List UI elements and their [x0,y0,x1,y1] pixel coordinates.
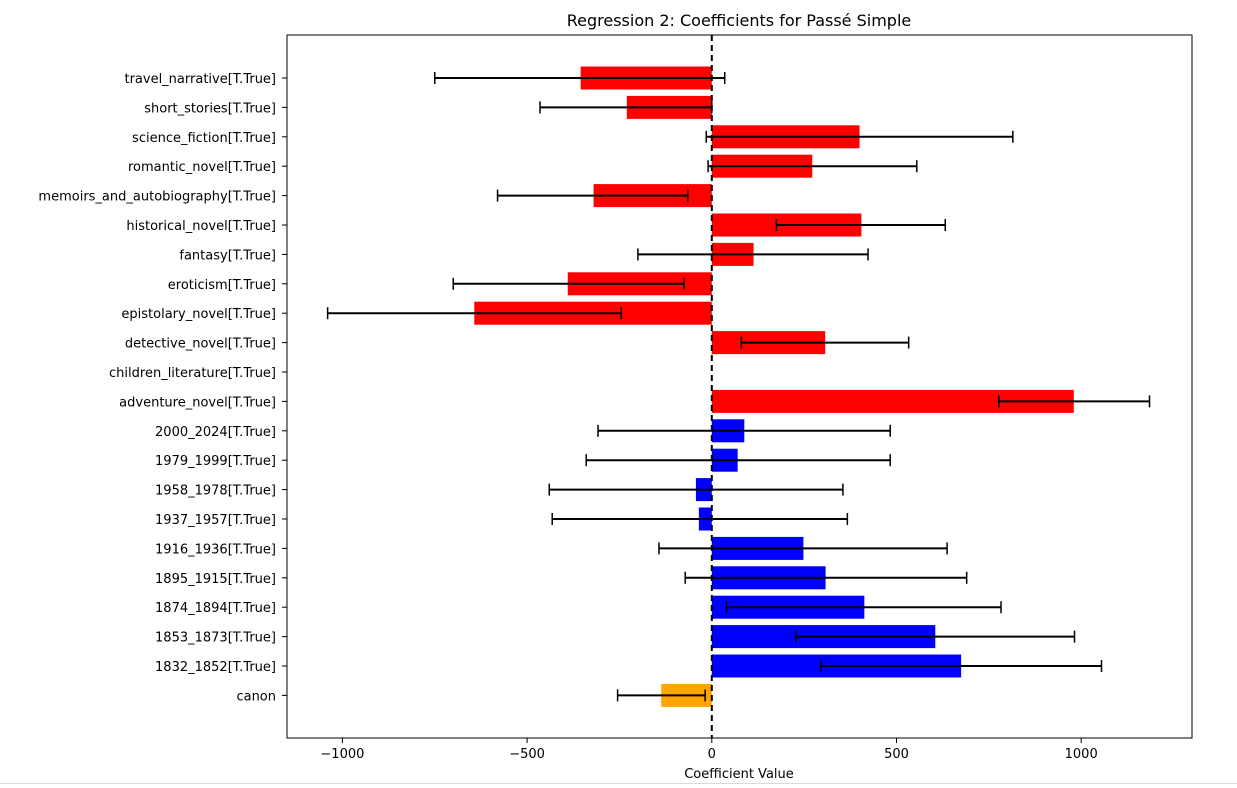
error-bar [795,630,1076,643]
error-bar [707,160,918,173]
y-tick-label: epistolary_novel[T.True] [121,307,276,322]
x-tick-label: 0 [708,747,716,762]
x-axis-ticks: −1000 −500 0 500 1000 [320,738,1098,762]
error-bar [597,424,891,437]
x-tick-label: 1000 [1065,747,1098,762]
error-bar [998,395,1151,408]
error-bar [658,542,948,555]
error-bar [551,513,849,525]
y-tick-label: 1895_1915[T.True] [155,572,276,587]
y-tick-label: 1958_1978[T.True] [155,484,276,499]
y-tick-label: fantasy[T.True] [179,248,276,263]
x-axis-label: Coefficient Value [684,767,794,782]
x-tick-label: −1000 [320,747,364,762]
y-tick-label: travel_narrative[T.True] [124,72,276,87]
chart-title: Regression 2: Coefficients for Passé Sim… [567,11,912,30]
error-bar [585,454,891,467]
y-tick-label: historical_novel[T.True] [126,219,276,234]
bottom-divider [0,783,1237,784]
y-tick-label: 1874_1894[T.True] [155,601,276,616]
error-bar [452,277,685,290]
y-tick-label: 2000_2024[T.True] [155,425,276,440]
error-bar [616,689,706,702]
y-tick-label: 1916_1936[T.True] [155,542,276,557]
y-tick-label: 1937_1957[T.True] [155,513,276,528]
error-bar [548,483,844,496]
error-bar [725,601,1002,614]
y-tick-label: eroticism[T.True] [168,278,276,293]
error-bar [496,189,689,202]
error-bar [775,219,946,231]
error-bar [326,307,623,320]
y-tick-label: memoirs_and_autobiography[T.True] [38,190,276,205]
error-bar [820,660,1103,672]
error-bar [637,248,869,261]
y-tick-label: romantic_novel[T.True] [128,160,276,175]
plot-area-frame [286,34,1193,739]
y-tick-label: adventure_novel[T.True] [119,395,276,410]
y-tick-label: science_fiction[T.True] [132,131,276,146]
x-tick-label: 500 [884,747,909,762]
y-axis-ticks: travel_narrative[T.True] short_stories[T.… [38,72,287,704]
error-bar [705,130,1014,143]
error-bar [740,336,910,349]
y-tick-label: children_literature[T.True] [109,366,276,381]
bar [711,389,1074,413]
y-tick-label: short_stories[T.True] [144,101,276,116]
error-bar [684,571,968,584]
y-tick-label: detective_novel[T.True] [125,337,276,352]
y-tick-label: 1979_1999[T.True] [155,454,276,469]
bars-layer [474,66,1074,707]
y-tick-label: canon [236,689,276,704]
errorbar-layer [326,72,1151,702]
error-bar [434,72,726,84]
y-tick-label: 1832_1852[T.True] [155,660,276,675]
y-tick-label: 1853_1873[T.True] [155,631,276,646]
x-tick-label: −500 [509,747,545,762]
